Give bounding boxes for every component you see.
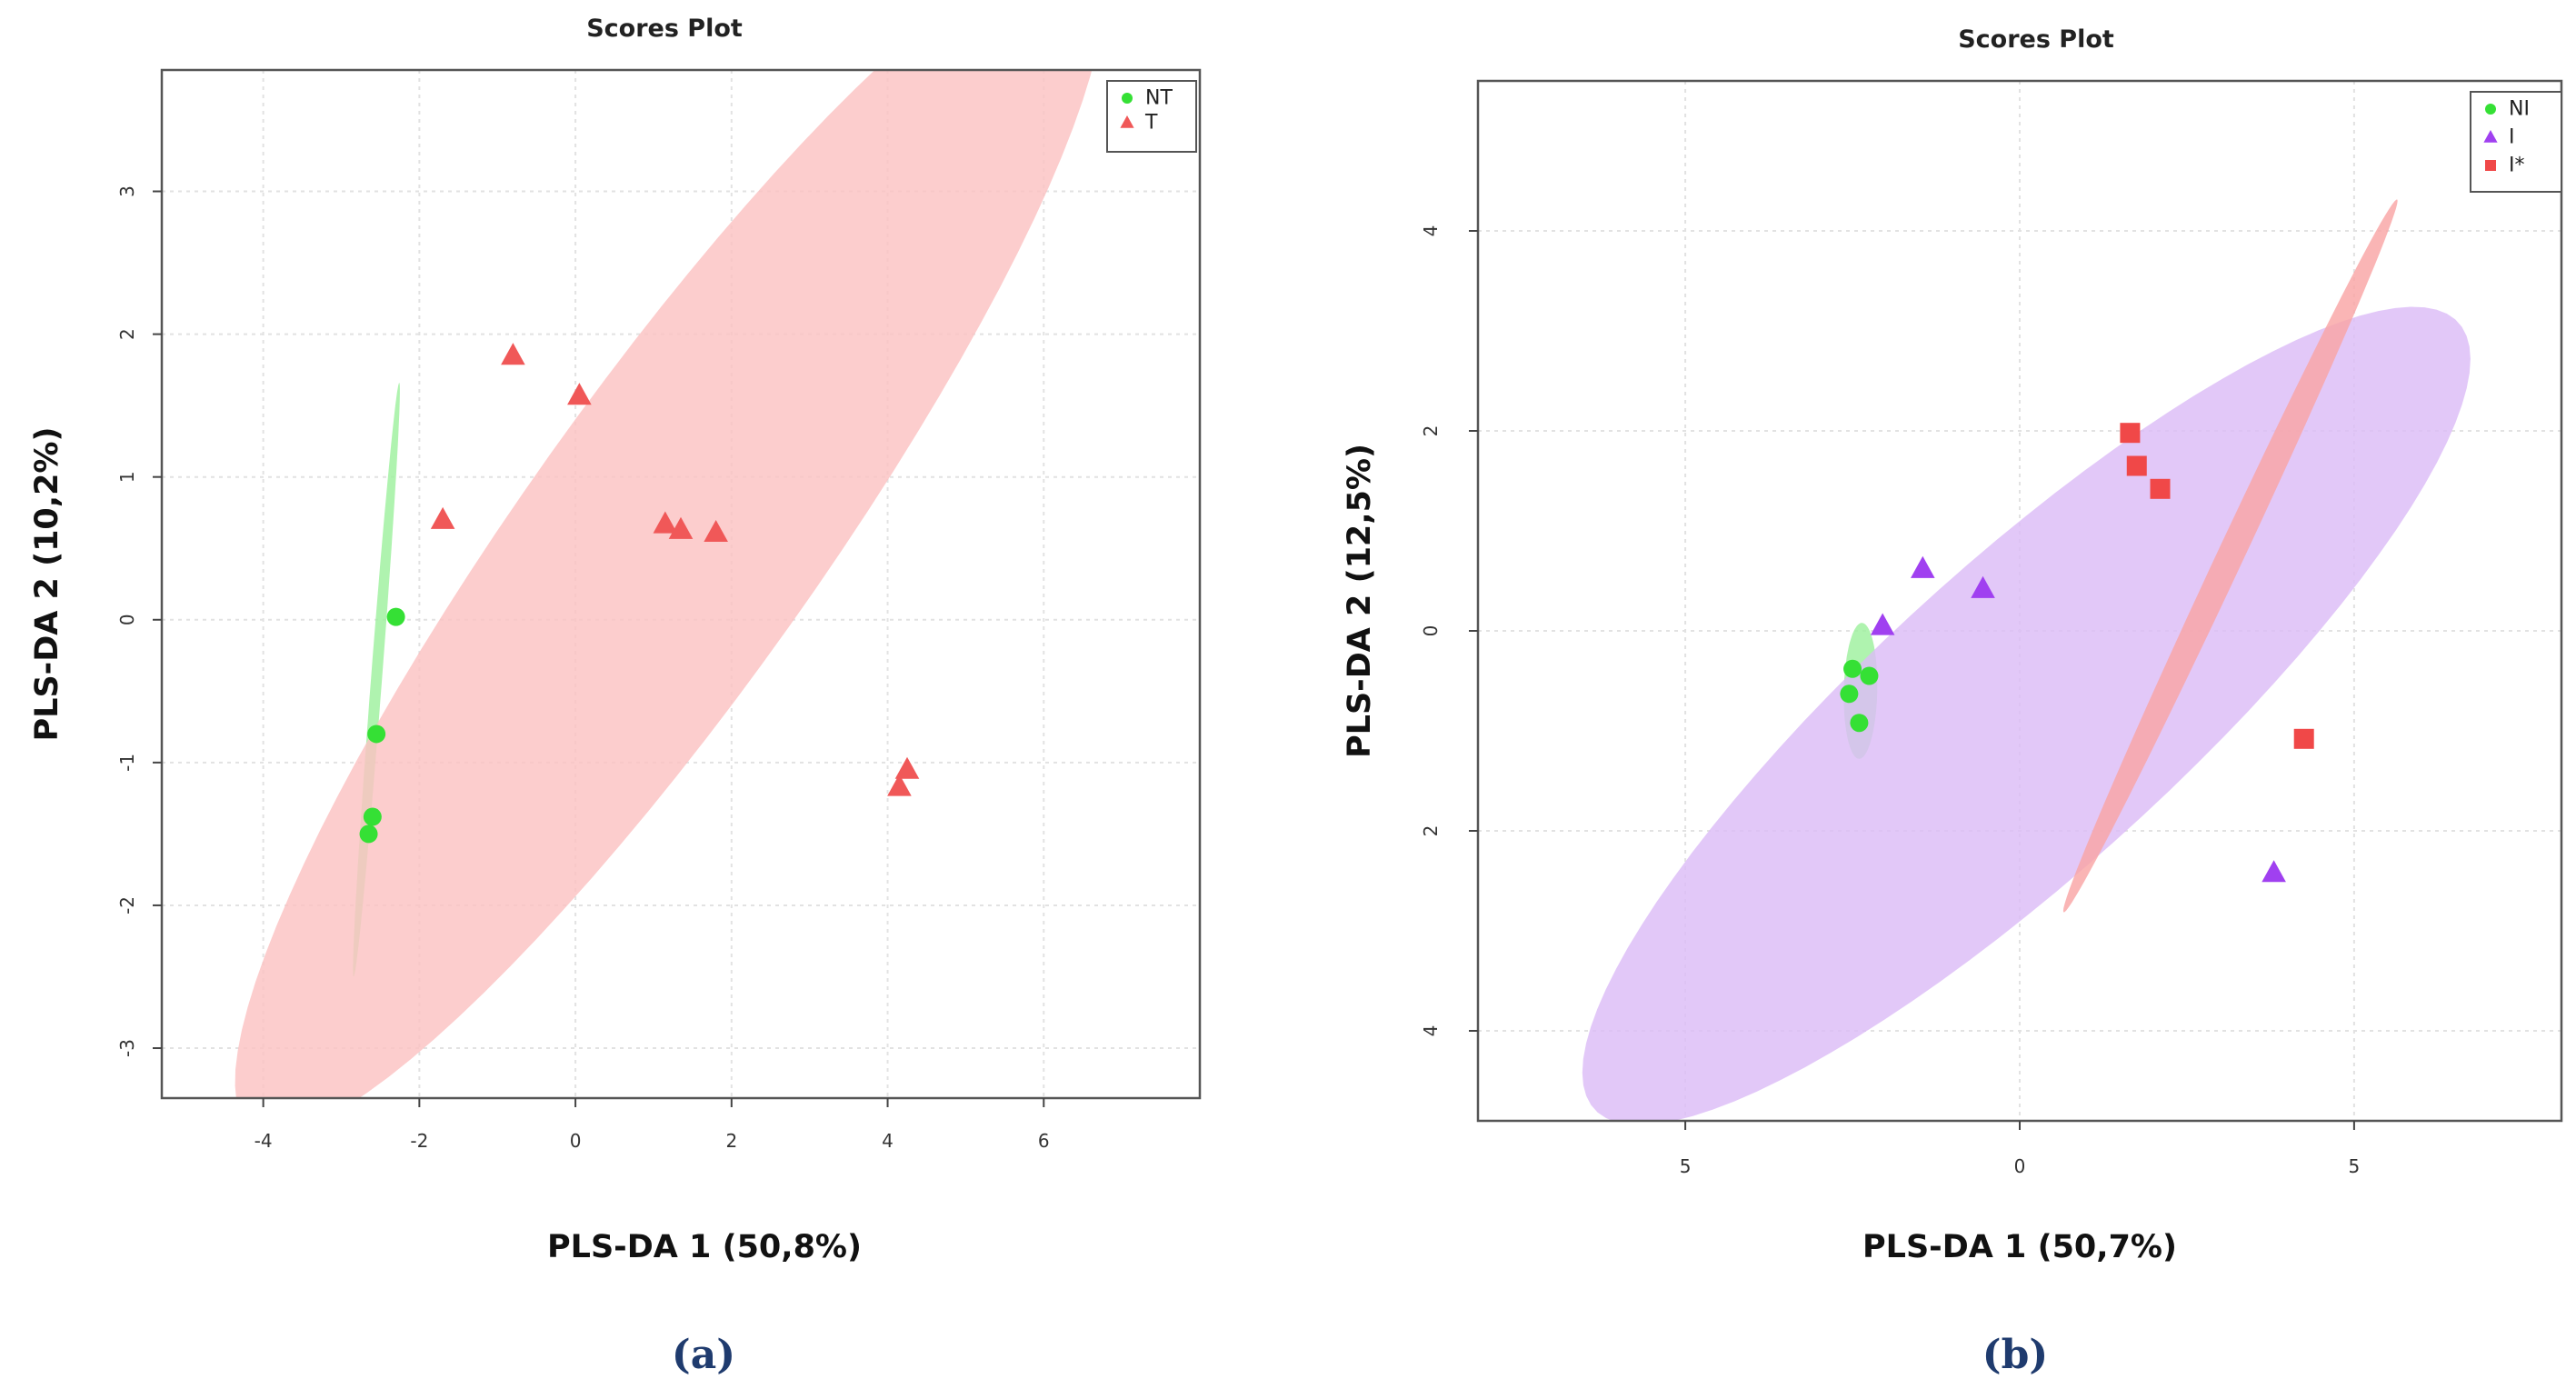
x-tick-label: 4 (882, 1130, 894, 1152)
data-point-NT (386, 607, 405, 626)
panel-a-scores-plot: -4 -2 0 2 4 6 -3 -2 -1 0 1 2 3 Scores Plot PLS-DA 1 (5… (29, 15, 1202, 1378)
data-point-I* (2120, 423, 2141, 444)
x-tick-label: -4 (255, 1130, 273, 1152)
legend: NI I I* (2470, 91, 2562, 193)
legend-marker-NT (1122, 93, 1133, 104)
data-point-I* (2126, 455, 2147, 476)
y-axis-label: PLS-DA 2 (12,5%) (1342, 444, 1378, 758)
data-point-I (1870, 613, 1895, 635)
data-point-I (2261, 860, 2286, 883)
legend-marker-I* (2485, 160, 2496, 171)
data-point-T (430, 506, 455, 529)
legend-label-I: I (2509, 126, 2515, 149)
x-tick-label: -2 (410, 1130, 428, 1152)
x-tick-label: 2 (725, 1130, 737, 1152)
data-point-I (1971, 575, 1995, 598)
data-point-T (668, 516, 694, 539)
panel-b-scores-plot: 5 0 5 4 2 0 2 4 Scores Plot PLS-DA 1 (50,7%) PLS-D… (1342, 25, 2563, 1378)
y-tick-label: 2 (1420, 425, 1442, 437)
x-tick-label: 0 (2014, 1155, 2026, 1177)
legend-marker-T (1120, 115, 1134, 128)
data-point-NT (363, 807, 382, 826)
data-point-T (567, 383, 592, 405)
x-axis-label: PLS-DA 1 (50,8%) (547, 1229, 862, 1265)
y-tick-label: -1 (116, 754, 138, 772)
y-tick-label: 2 (116, 328, 138, 340)
data-point-T (501, 343, 525, 365)
y-tick-label: 1 (116, 471, 138, 483)
data-point-T (653, 511, 678, 534)
plot-frame (160, 68, 1202, 1100)
x-tick-label: 5 (1680, 1155, 1692, 1177)
data-point-NI (1860, 666, 1879, 685)
data-point-I (1911, 555, 1935, 578)
y-tick-label: 0 (116, 614, 138, 625)
legend-marker-NI (2485, 104, 2496, 115)
x-axis-label: PLS-DA 1 (50,7%) (1862, 1229, 2177, 1265)
legend-box (1106, 80, 1197, 153)
y-tick-label: 4 (1420, 1025, 1442, 1037)
panel-caption: (a) (672, 1332, 735, 1378)
legend-marker-I (2483, 130, 2498, 143)
y-tick-label: 2 (1420, 825, 1442, 837)
legend-label-NT: NT (1145, 87, 1173, 110)
data-point-NT (367, 724, 386, 744)
panel-caption: (b) (1982, 1332, 2048, 1378)
y-tick-label: -3 (116, 1039, 138, 1057)
x-tick-label: 5 (2349, 1155, 2361, 1177)
y-tick-label: 3 (116, 185, 138, 197)
plot-title: Scores Plot (1958, 25, 2114, 54)
confidence-ellipse-I* (2062, 199, 2398, 913)
data-point-I* (2293, 728, 2314, 749)
y-tick-label: -2 (116, 896, 138, 914)
data-point-NT (359, 824, 378, 844)
data-point-T (894, 756, 920, 779)
plot-title: Scores Plot (586, 15, 743, 43)
legend-label-NI: NI (2509, 98, 2530, 121)
legend-label-T: T (1144, 112, 1158, 135)
data-point-T (887, 774, 912, 796)
x-tick-label: 0 (570, 1130, 582, 1152)
data-point-I* (2150, 478, 2171, 499)
data-point-T (704, 519, 728, 543)
legend-label-I*: I* (2509, 155, 2525, 177)
confidence-ellipse-T (235, 70, 1093, 1098)
data-point-NI (1843, 659, 1862, 678)
x-tick-label: 6 (1038, 1130, 1050, 1152)
y-tick-label: 0 (1420, 625, 1442, 637)
legend: NTT (1106, 80, 1197, 153)
data-point-NI (1850, 714, 1869, 733)
y-axis-label: PLS-DA 2 (10,2%) (29, 427, 65, 742)
data-point-NI (1840, 685, 1859, 704)
y-tick-label: 4 (1420, 225, 1442, 237)
